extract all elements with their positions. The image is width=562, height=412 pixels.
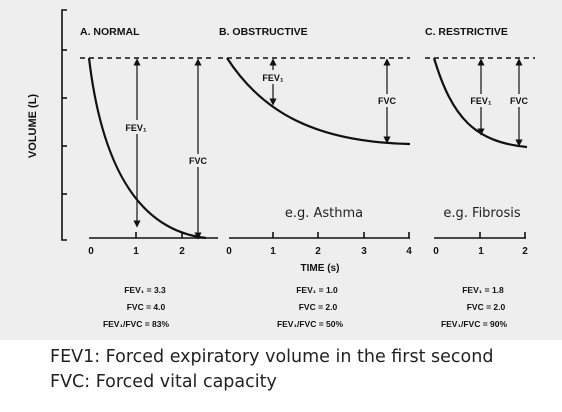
panel-restrictive-tick-1: 1 — [478, 246, 484, 257]
panel-obstructive-title: B. OBSTRUCTIVE — [219, 26, 308, 38]
panel-normal-title: A. NORMAL — [80, 26, 140, 38]
panel-restrictive-stat-fvc: FVC = 2.0 — [467, 302, 506, 312]
panel-obstructive-stat-fev1: FEV₁ = 1.0 — [296, 285, 338, 295]
panel-obstructive-fvc-label: FVC — [378, 96, 397, 106]
panel-obstructive-stat-ratio: FEV₁/FVC = 50% — [277, 319, 344, 329]
panel-restrictive-stat-fev1: FEV₁ = 1.8 — [462, 285, 504, 295]
panel-restrictive-x-axis — [434, 232, 526, 239]
panel-normal-curve — [87, 57, 207, 240]
panel-restrictive-stat-ratio: FEV₁/FVC = 90% — [441, 319, 508, 329]
panel-restrictive-tick-0: 0 — [433, 246, 439, 257]
panel-obstructive-tick-1: 1 — [270, 246, 276, 257]
x-axis-label: TIME (s) — [301, 263, 340, 274]
panel-restrictive-curve — [432, 57, 528, 149]
panel-obstructive-curve — [226, 57, 411, 146]
panel-restrictive-tick-2: 2 — [522, 246, 528, 257]
spirometry-svg: VOLUME (L) A. NORMAL FEV₁ FVC 0 1 2 FEV₁… — [27, 9, 535, 329]
panel-obstructive-tick-2: 2 — [315, 246, 321, 257]
panel-obstructive-example: e.g. Asthma — [285, 206, 363, 221]
panel-restrictive: C. RESTRICTIVE FEV₁ FVC e.g. Fibrosis 0 … — [425, 26, 535, 329]
panel-restrictive-fev1-label: FEV₁ — [470, 96, 492, 106]
panel-obstructive-stat-fvc: FVC = 2.0 — [299, 302, 338, 312]
panel-restrictive-fvc-label: FVC — [510, 96, 529, 106]
panel-normal-stat-fvc: FVC = 4.0 — [127, 302, 166, 312]
panel-normal-fvc-label: FVC — [189, 156, 208, 166]
panel-normal-tick-0: 0 — [88, 246, 94, 257]
spirometry-figure: VOLUME (L) A. NORMAL FEV₁ FVC 0 1 2 FEV₁… — [0, 0, 562, 340]
panel-restrictive-example: e.g. Fibrosis — [443, 206, 520, 221]
caption-fvc-definition: FVC: Forced vital capacity — [50, 372, 277, 392]
panel-normal-fev1-label: FEV₁ — [125, 123, 147, 133]
panel-normal: A. NORMAL FEV₁ FVC 0 1 2 FEV₁ = 3.3 FVC … — [80, 26, 218, 329]
panel-obstructive-fev1-label: FEV₁ — [262, 73, 284, 83]
y-axis-label: VOLUME (L) — [27, 94, 39, 158]
panel-normal-x-axis — [89, 232, 218, 239]
panel-obstructive-x-axis — [229, 232, 410, 239]
panel-obstructive: B. OBSTRUCTIVE FEV₁ FVC e.g. Asthma 0 1 … — [218, 26, 412, 329]
panel-obstructive-tick-4: 4 — [406, 246, 412, 257]
panel-normal-stat-ratio: FEV₁/FVC = 83% — [103, 319, 170, 329]
panel-normal-tick-2: 2 — [179, 246, 185, 257]
panel-obstructive-tick-0: 0 — [226, 246, 232, 257]
panel-restrictive-title: C. RESTRICTIVE — [425, 26, 508, 38]
panel-normal-stat-fev1: FEV₁ = 3.3 — [124, 285, 166, 295]
panel-normal-tick-1: 1 — [133, 246, 139, 257]
y-axis — [61, 9, 67, 241]
panel-obstructive-tick-3: 3 — [361, 246, 367, 257]
caption-fev1-definition: FEV1: Forced expiratory volume in the fi… — [50, 347, 494, 367]
